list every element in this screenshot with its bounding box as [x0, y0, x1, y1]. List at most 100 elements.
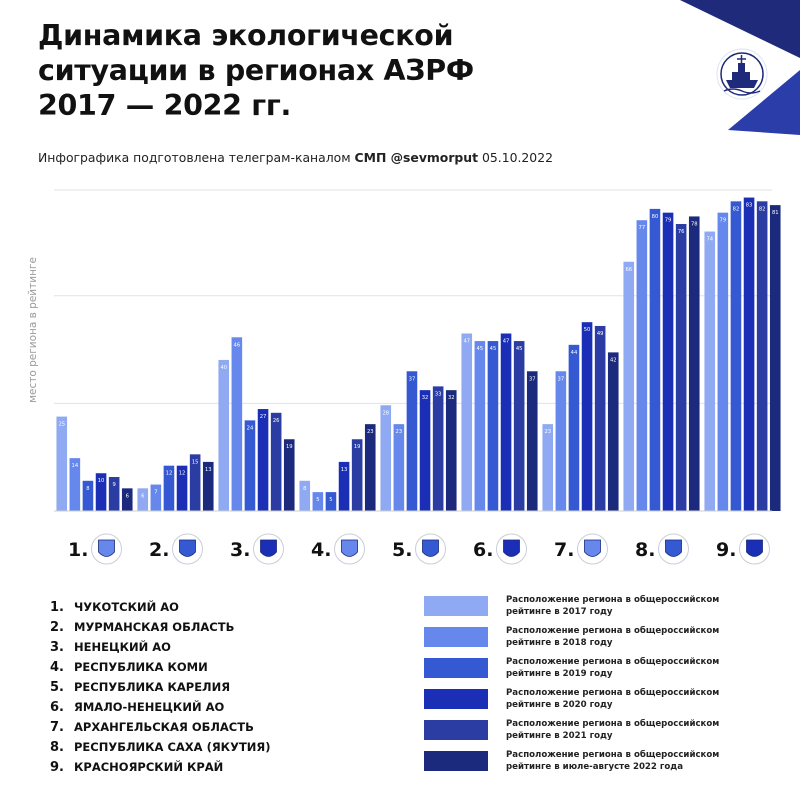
region-item: 6. ЯМАЛО-НЕНЕЦКИЙ АО	[50, 697, 271, 717]
y-axis-label: место региона в рейтинге	[27, 257, 39, 403]
bar-value-label: 79	[720, 218, 727, 224]
bar-value-label: 24	[247, 425, 254, 431]
bar-value-label: 37	[529, 376, 536, 382]
bar	[649, 208, 661, 511]
ship-emblem-icon	[680, 0, 800, 135]
bar-value-label: 32	[422, 395, 429, 401]
bar-value-label: 42	[610, 357, 617, 363]
bar-value-label: 27	[260, 414, 267, 420]
bar-value-label: 45	[477, 346, 484, 352]
bar-value-label: 74	[706, 237, 713, 243]
bar-value-label: 81	[772, 210, 779, 216]
region-name: ЧУКОТСКИЙ АО	[74, 600, 179, 614]
bar	[607, 352, 619, 511]
bar-value-label: 28	[382, 410, 389, 416]
category-label: 9.	[716, 539, 736, 561]
bar-value-label: 8	[303, 486, 306, 492]
region-name: АРХАНГЕЛЬСКАЯ ОБЛАСТЬ	[74, 720, 254, 734]
bar-chart: место региона в рейтинге 25 14 8 10 9 6 1. 6 7 12 1…	[27, 189, 781, 565]
legend-item: Расположение региона в общероссийском ре…	[424, 590, 756, 621]
bar-value-label: 13	[205, 467, 212, 473]
bar	[270, 412, 282, 511]
bar-value-label: 49	[597, 331, 604, 337]
region-name: НЕНЕЦКИЙ АО	[74, 640, 171, 654]
page-title: Динамика экологической ситуации в регион…	[38, 18, 474, 123]
bar-value-label: 50	[584, 327, 591, 333]
emblem-shield-icon	[422, 539, 439, 557]
bar-value-label: 78	[691, 221, 698, 227]
bar-value-label: 80	[652, 214, 659, 220]
region-number: 3.	[50, 640, 64, 655]
bar	[121, 488, 133, 511]
bar	[231, 337, 243, 511]
bar-value-label: 23	[544, 429, 551, 435]
region-number: 1.	[50, 600, 64, 615]
bar	[662, 212, 674, 512]
bar-value-label: 12	[179, 471, 186, 477]
bar	[500, 333, 512, 511]
bar-value-label: 5	[329, 497, 332, 503]
legend-swatch	[424, 719, 488, 740]
bar	[325, 492, 337, 511]
bar	[636, 220, 648, 511]
region-name: МУРМАНСКАЯ ОБЛАСТЬ	[74, 620, 235, 634]
bar-value-label: 45	[490, 346, 497, 352]
bar	[202, 461, 214, 511]
bar	[108, 477, 120, 511]
title-line-1: Динамика экологической	[38, 19, 454, 52]
bar-value-label: 5	[316, 497, 319, 503]
legend-item: Расположение региона в общероссийском ре…	[424, 714, 756, 745]
bar-value-label: 77	[639, 225, 646, 231]
bar	[95, 473, 107, 511]
bar-value-label: 47	[463, 339, 470, 345]
region-number: 2.	[50, 620, 64, 635]
bar	[487, 341, 499, 511]
bar-value-label: 19	[286, 444, 293, 450]
region-item: 2. МУРМАНСКАЯ ОБЛАСТЬ	[50, 617, 271, 637]
bar	[419, 390, 431, 511]
bar	[688, 216, 700, 511]
bar	[351, 439, 363, 511]
title-line-2: ситуации в регионах АЗРФ	[38, 54, 474, 87]
emblem-shield-icon	[665, 539, 682, 557]
region-name: КРАСНОЯРСКИЙ КРАЙ	[74, 760, 224, 774]
region-number: 9.	[50, 760, 64, 775]
region-item: 4. РЕСПУБЛИКА КОМИ	[50, 657, 271, 677]
bar-value-label: 19	[354, 444, 361, 450]
legend-swatch	[424, 657, 488, 678]
region-name: РЕСПУБЛИКА КАРЕЛИЯ	[74, 680, 231, 694]
bar	[474, 341, 486, 511]
bar	[393, 424, 405, 511]
region-number: 4.	[50, 660, 64, 675]
bar	[513, 341, 525, 511]
emblem-shield-icon	[746, 539, 763, 557]
region-item: 9. КРАСНОЯРСКИЙ КРАЙ	[50, 757, 271, 777]
bar-value-label: 13	[341, 467, 348, 473]
bar	[137, 488, 149, 511]
bar-value-label: 12	[166, 471, 173, 477]
bar	[542, 424, 554, 511]
bar-value-label: 82	[759, 206, 766, 212]
bar	[218, 359, 230, 511]
bar	[594, 325, 606, 511]
bar	[244, 420, 256, 511]
bar	[257, 409, 269, 511]
bar-value-label: 45	[516, 346, 523, 352]
bar	[461, 333, 473, 511]
regions-list: 1. ЧУКОТСКИЙ АО 2. МУРМАНСКАЯ ОБЛАСТЬ 3. НЕ…	[50, 597, 271, 777]
subtitle-prefix: Инфографика подготовлена телеграм-канало…	[38, 150, 351, 165]
subtitle: Инфографика подготовлена телеграм-канало…	[38, 150, 553, 165]
category-label: 7.	[554, 539, 574, 561]
region-item: 5. РЕСПУБЛИКА КАРЕЛИЯ	[50, 677, 271, 697]
subtitle-channel: СМП @sevmorput	[354, 150, 479, 165]
category-label: 6.	[473, 539, 493, 561]
bar-value-label: 23	[367, 429, 374, 435]
legend-label: Расположение региона в общероссийском ре…	[506, 625, 720, 648]
bar	[769, 205, 781, 511]
bar-value-label: 25	[58, 422, 65, 428]
emblem-shield-icon	[179, 539, 196, 557]
region-item: 1. ЧУКОТСКИЙ АО	[50, 597, 271, 617]
bar-value-label: 82	[733, 206, 740, 212]
legend-item: Расположение региона в общероссийском ре…	[424, 745, 756, 776]
emblem-shield-icon	[503, 539, 520, 557]
